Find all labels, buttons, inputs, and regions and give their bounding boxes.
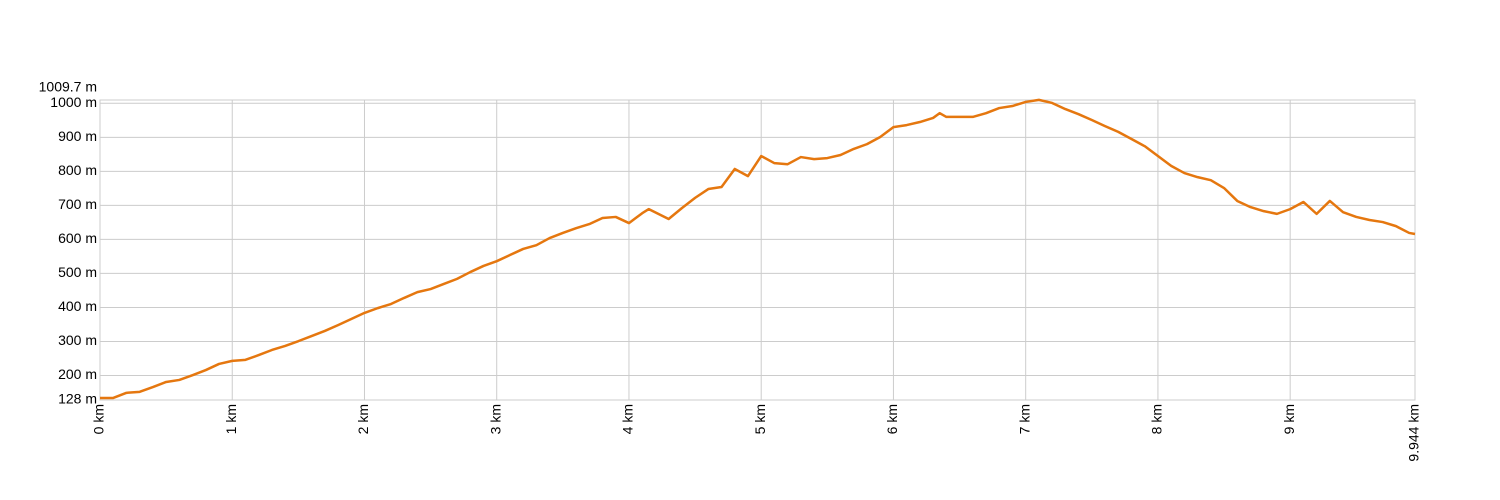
y-tick-label: 400 m: [58, 298, 97, 314]
x-tick-label: 3 km: [487, 404, 503, 434]
y-tick-label: 500 m: [58, 264, 97, 280]
x-tick-label: 0 km: [91, 404, 107, 434]
x-tick-label: 4 km: [620, 404, 636, 434]
x-tick-label: 7 km: [1016, 404, 1032, 434]
x-tick-label: 8 km: [1149, 404, 1165, 434]
y-tick-label: 200 m: [58, 366, 97, 382]
x-tick-label: 9 km: [1281, 404, 1297, 434]
plot-area: [99, 99, 1416, 401]
y-tick-label: 700 m: [58, 196, 97, 212]
y-tick-label: 300 m: [58, 332, 97, 348]
x-tick-label: 1 km: [223, 404, 239, 434]
y-tick-label: 1000 m: [50, 94, 97, 110]
y-tick-label: 600 m: [58, 230, 97, 246]
elevation-line: [100, 98, 1416, 400]
y-tick-label: 900 m: [58, 128, 97, 144]
y-tick-label: 1009.7 m: [39, 79, 97, 95]
x-tick-label: 6 km: [884, 404, 900, 434]
x-tick-label: 9.944 km: [1406, 404, 1422, 462]
y-tick-label: 800 m: [58, 162, 97, 178]
y-tick-label: 128 m: [58, 391, 97, 407]
x-tick-label: 5 km: [752, 404, 768, 434]
x-tick-label: 2 km: [355, 404, 371, 434]
